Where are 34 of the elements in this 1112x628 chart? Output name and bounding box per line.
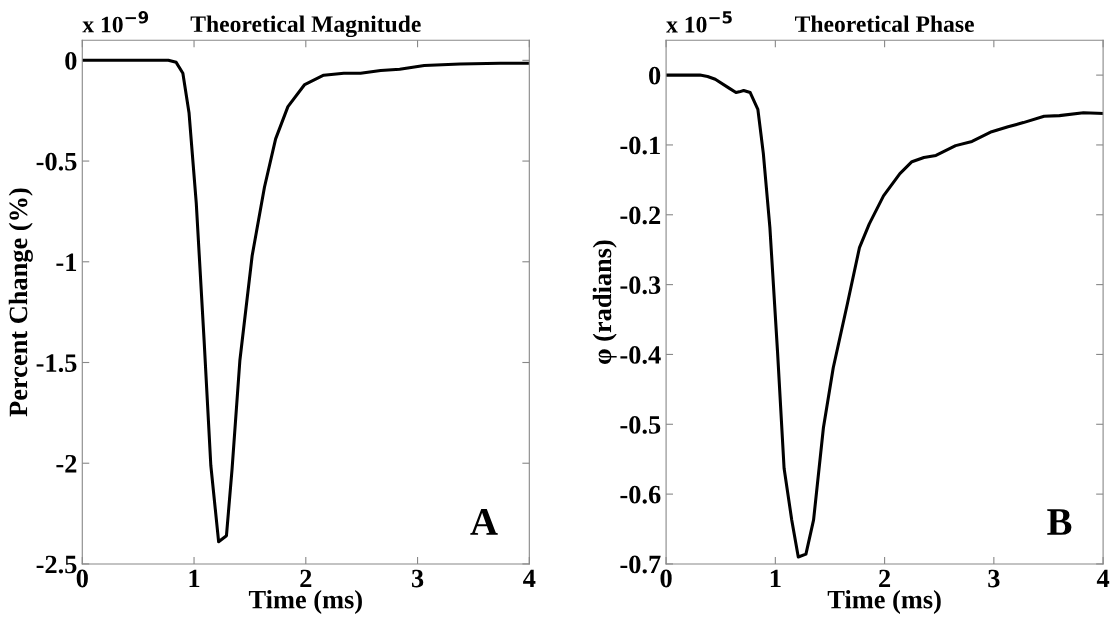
y-tick-label: -1.5 xyxy=(36,354,77,373)
y-tick-label: -0.1 xyxy=(620,136,660,155)
y-tick-label: -0.5 xyxy=(620,415,661,434)
text: x 10$^{−5}$ xyxy=(666,11,732,33)
y-tick-label: -0.4 xyxy=(620,346,661,364)
line-series xyxy=(82,58,530,544)
chart-title: Theoretical Magnitude xyxy=(190,15,421,38)
text: x 10$^{−9}$ xyxy=(82,11,149,33)
y-axis-title: Percent Change (%) xyxy=(8,188,33,417)
annotation: B xyxy=(1047,509,1072,535)
x-axis-title: Time (ms) xyxy=(248,589,362,614)
x-tick-label: 2 xyxy=(879,569,891,588)
y-tick-label: -0.3 xyxy=(620,276,661,295)
x-tick-label: 1 xyxy=(189,569,200,588)
y-tick-label: 0 xyxy=(65,51,77,70)
x-tick-label: 4 xyxy=(523,569,536,588)
x-tick-label: 1 xyxy=(770,569,781,588)
y-tick-label: -0.2 xyxy=(620,206,661,225)
line-series xyxy=(666,73,1104,559)
x-tick-label: 3 xyxy=(411,569,424,588)
x-tick-label: 4 xyxy=(1096,569,1110,588)
x-tick-label: 3 xyxy=(988,569,1000,588)
y-tick-label: -2.5 xyxy=(36,555,77,574)
y-tick-label: -0.6 xyxy=(620,485,661,504)
y-axis-title: φ (radians) xyxy=(592,240,617,364)
annotation: A xyxy=(470,509,498,535)
chart-title: Theoretical Phase xyxy=(795,15,974,33)
y-tick-label: -1 xyxy=(56,253,77,271)
y-tick-label: -0.5 xyxy=(36,152,77,171)
x-tick-label: 2 xyxy=(300,569,312,588)
y-tick-label: 0 xyxy=(649,66,661,85)
y-tick-label: -2 xyxy=(56,454,77,473)
y-tick-label: -0.7 xyxy=(620,555,661,574)
x-axis-title: Time (ms) xyxy=(827,589,941,614)
